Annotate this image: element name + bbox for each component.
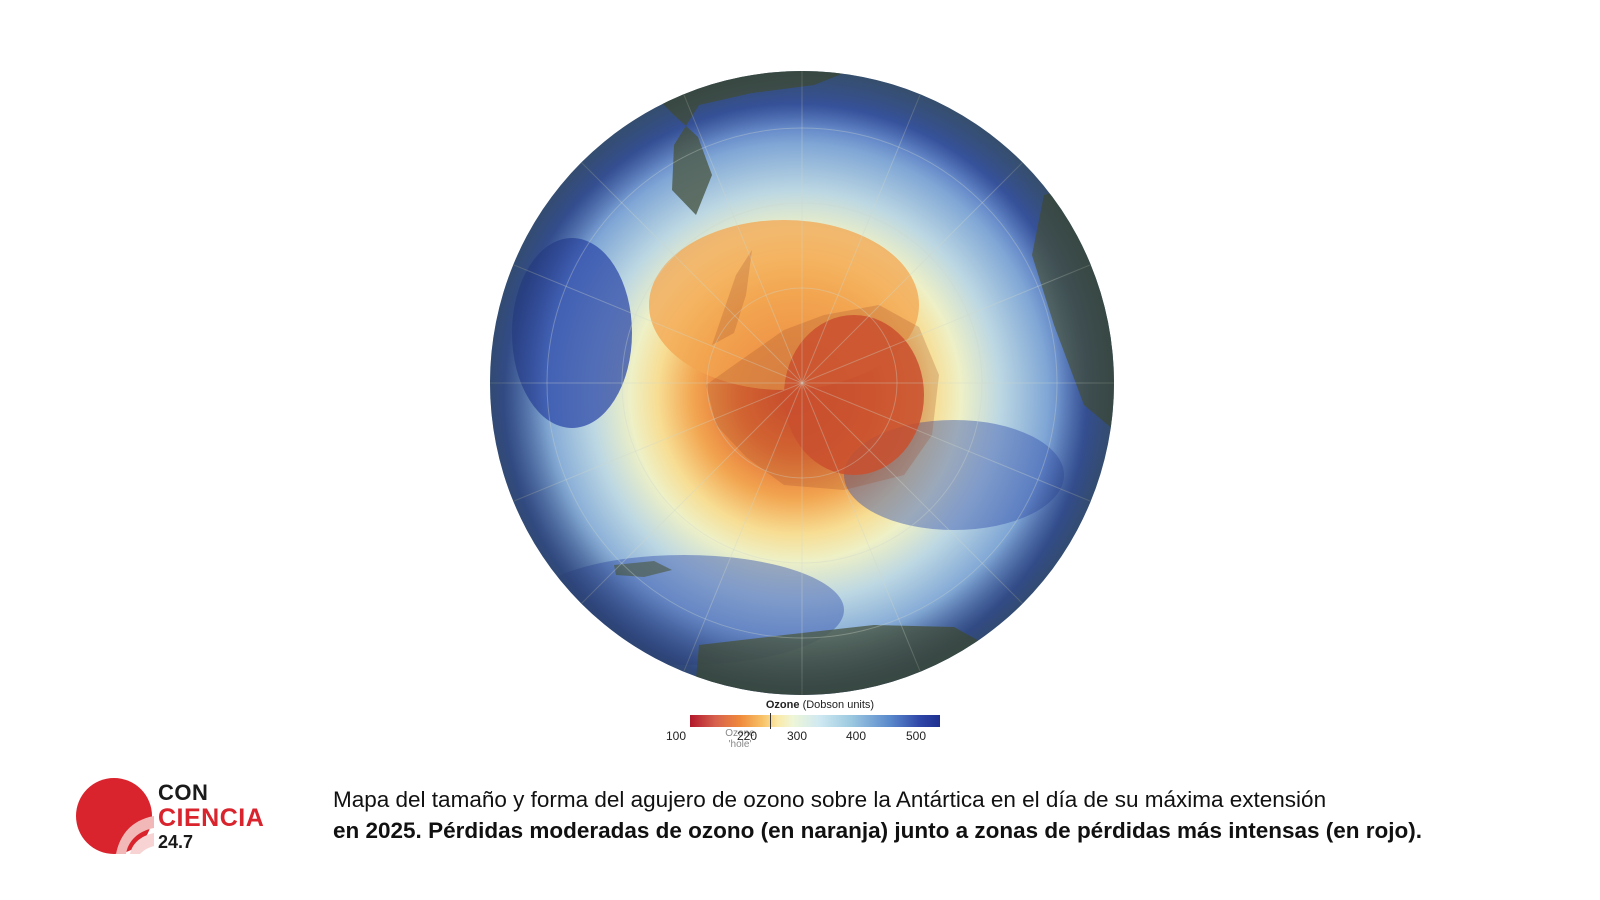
logo-number: 24.7: [158, 832, 194, 852]
logo-wordmark: CON CIENCIA 24.7: [158, 780, 265, 852]
legend-color-bar: [690, 715, 940, 727]
legend-tick-500: 500: [905, 729, 927, 743]
map-caption: Mapa del tamaño y forma del agujero de o…: [333, 784, 1593, 846]
legend-tick-100: 100: [665, 729, 687, 743]
legend-tick-400: 400: [845, 729, 867, 743]
logo-ciencia: CIENCIA: [158, 804, 265, 832]
legend-title: Ozone (Dobson units): [670, 699, 970, 711]
ozone-globe-map: [484, 65, 1120, 701]
ozone-hole-label: Ozone 'hole': [720, 728, 760, 750]
legend-title-bold: Ozone: [765, 699, 800, 711]
caption-line-1: Mapa del tamaño y forma del agujero de o…: [333, 787, 1327, 812]
conciencia-logo: CON CIENCIA 24.7: [76, 776, 276, 866]
ozone-hole-label-line2: 'hole': [728, 739, 752, 750]
ozone-hole-label-line1: Ozone: [725, 728, 755, 739]
legend-tick-300: 300: [786, 729, 808, 743]
ozone-map-svg: [490, 71, 1114, 695]
logo-mark-icon: [76, 778, 154, 854]
legend-title-units: (Dobson units): [802, 699, 875, 711]
ozone-hole-threshold-mark: [770, 713, 771, 729]
legend-tick-220: 220: [736, 729, 758, 743]
ozone-legend: Ozone (Dobson units) 100 Ozone 'hole' 22…: [666, 699, 970, 759]
globe-shading: [490, 71, 1114, 695]
logo-con: CON: [158, 780, 209, 805]
caption-line-2: en 2025. Pérdidas moderadas de ozono (en…: [333, 818, 1423, 843]
